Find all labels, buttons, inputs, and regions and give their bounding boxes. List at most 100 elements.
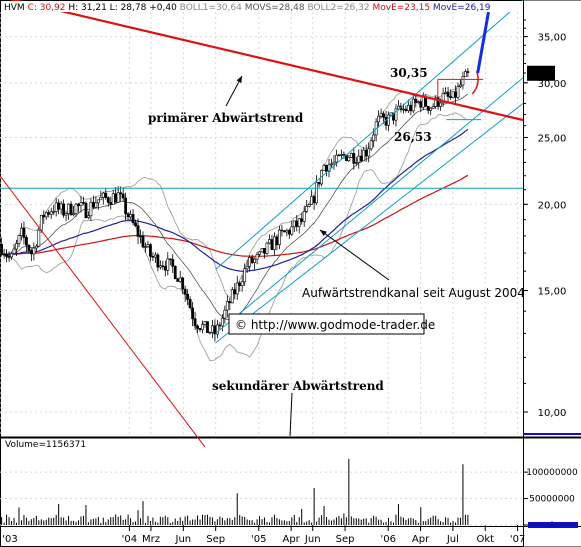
move-long-line xyxy=(1,174,469,257)
header-bar xyxy=(1,1,523,12)
time-tick-label: Jul xyxy=(446,534,459,545)
secondary-trend-pointer xyxy=(289,392,293,437)
candle-body xyxy=(379,113,383,117)
candle-body xyxy=(250,257,254,264)
candle-body xyxy=(402,108,405,111)
candle-body xyxy=(32,247,36,255)
candle-body xyxy=(228,301,232,304)
candle-body xyxy=(387,114,390,126)
candle-body xyxy=(349,153,353,158)
candle-body xyxy=(121,193,125,199)
candle-body xyxy=(196,325,199,329)
candle-body xyxy=(419,101,423,108)
price-axis-area xyxy=(523,0,581,547)
candles xyxy=(0,67,470,342)
candle-body xyxy=(166,258,170,271)
candle-body xyxy=(99,197,103,201)
candle-body xyxy=(268,239,271,244)
forecast-arrow-line xyxy=(476,11,490,74)
candle-body xyxy=(5,254,8,257)
bollinger-lower-line xyxy=(1,112,469,361)
candle-body xyxy=(206,321,209,334)
candle-body xyxy=(87,215,90,218)
candle-body xyxy=(211,325,214,333)
candle-body xyxy=(12,248,16,254)
candle-body xyxy=(409,104,413,112)
low-value-label: 26,53 xyxy=(394,130,432,144)
candle-body xyxy=(243,268,247,283)
candle-body xyxy=(129,214,132,218)
time-tick-label: Jun xyxy=(304,534,321,545)
candle-body xyxy=(131,214,135,224)
candle-body xyxy=(446,92,450,97)
candle-body xyxy=(364,149,368,157)
candle-body xyxy=(91,201,95,208)
price-tick-label: 15,00 xyxy=(538,287,567,298)
candle-body xyxy=(456,86,460,98)
candle-body xyxy=(104,192,108,198)
candle-body xyxy=(141,235,145,248)
header-field: MovE=26,19 xyxy=(430,3,491,13)
candle-body xyxy=(258,251,261,255)
candle-body xyxy=(265,242,269,254)
candle-body xyxy=(305,205,309,212)
candle-body xyxy=(34,245,38,249)
candle-body xyxy=(144,246,147,248)
candle-body xyxy=(240,281,244,286)
candle-body xyxy=(109,202,113,205)
candle-body xyxy=(188,299,192,309)
candle-body xyxy=(436,97,440,107)
candle-body xyxy=(156,254,160,268)
candle-body xyxy=(29,250,33,255)
candle-body xyxy=(44,212,48,218)
candle-body xyxy=(300,218,304,222)
candle-body xyxy=(89,201,93,217)
candle-body xyxy=(114,193,118,203)
header-field: +0,40 xyxy=(146,3,177,13)
time-tick-label: Mrz xyxy=(142,534,160,545)
candle-body xyxy=(382,113,385,118)
time-tick-label: Apr xyxy=(412,534,430,545)
candle-body xyxy=(416,101,420,103)
candle-body xyxy=(449,96,452,98)
time-tick-label: '03 xyxy=(2,534,17,545)
time-tick-label: '04 xyxy=(122,534,137,545)
candle-body xyxy=(124,197,128,215)
candle-body xyxy=(287,229,291,235)
candle-body xyxy=(77,203,80,207)
candle-body xyxy=(354,162,358,164)
candle-body xyxy=(42,215,46,218)
candle-body xyxy=(106,197,110,203)
price-tick-label: 35,00 xyxy=(538,33,567,44)
price-tick-label: 30,00 xyxy=(538,79,567,90)
channel-mid-line xyxy=(215,77,524,334)
candle-body xyxy=(335,154,338,163)
candle-body xyxy=(464,71,467,77)
candle-body xyxy=(208,331,212,334)
candle-body xyxy=(238,282,242,286)
primary-trend-arrow-head xyxy=(236,76,242,83)
candle-body xyxy=(25,237,28,246)
candle-body xyxy=(37,229,41,247)
candle-body xyxy=(312,196,316,204)
candle-body xyxy=(15,243,18,250)
secondary-downtrend-line xyxy=(0,175,206,448)
header-field: MovE=23,15 xyxy=(370,3,430,13)
volume-axis-blue-bar xyxy=(528,522,578,528)
candle-body xyxy=(64,213,68,216)
candle-body xyxy=(255,254,259,260)
candle-body xyxy=(330,163,333,166)
candle-body xyxy=(134,222,137,226)
candle-body xyxy=(327,164,331,172)
candle-body xyxy=(342,154,346,156)
copyright-box xyxy=(228,313,425,335)
candle-body xyxy=(332,161,336,165)
candle-body xyxy=(411,98,415,112)
candle-body xyxy=(215,324,219,335)
time-tick-label: Jun xyxy=(175,534,192,545)
candle-body xyxy=(263,248,266,254)
candle-body xyxy=(153,254,157,258)
candle-body xyxy=(340,154,343,156)
high-value-label: 30,35 xyxy=(390,66,428,80)
